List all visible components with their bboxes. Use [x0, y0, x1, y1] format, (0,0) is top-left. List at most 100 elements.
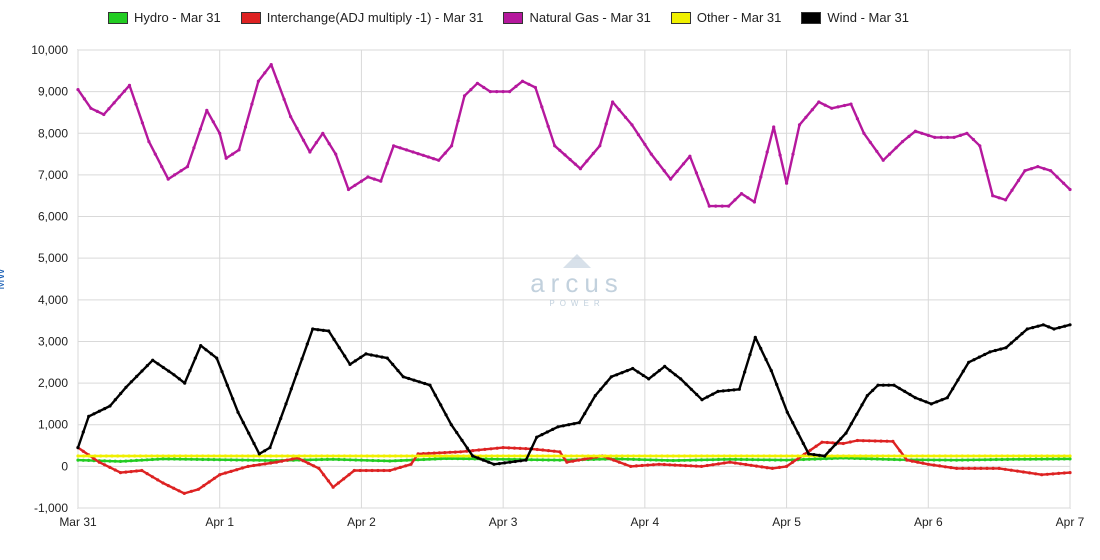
y-tick-label: 8,000 [38, 126, 68, 140]
series-point-3 [688, 454, 692, 458]
series-point-0 [597, 457, 602, 461]
series-point-2 [112, 101, 116, 105]
series-point-3 [354, 454, 358, 458]
series-point-2 [482, 85, 486, 90]
series-point-1 [770, 466, 775, 470]
series-point-3 [722, 454, 726, 458]
series-point-1 [973, 466, 977, 470]
series-point-1 [583, 457, 587, 461]
series-point-3 [960, 454, 964, 458]
legend-item-other[interactable]: Other - Mar 31 [670, 10, 781, 25]
legend-item-wind[interactable]: Wind - Mar 31 [801, 10, 909, 25]
series-point-1 [885, 439, 889, 443]
series-point-2 [573, 162, 577, 166]
series-point-2 [875, 149, 879, 153]
legend-item-hydro[interactable]: Hydro - Mar 31 [108, 10, 221, 25]
series-point-1 [172, 486, 176, 490]
series-point-0 [365, 458, 369, 462]
series-point-0 [529, 458, 534, 462]
series-point-1 [285, 458, 289, 462]
x-tick-label: Apr 6 [914, 515, 943, 529]
series-point-0 [1034, 457, 1038, 461]
series-point-2 [411, 150, 415, 154]
series-point-0 [932, 458, 936, 462]
series-point-1 [617, 460, 621, 464]
series-point-3 [938, 454, 942, 458]
series-point-0 [145, 458, 149, 462]
series-point-3 [291, 454, 295, 458]
series-point-0 [81, 458, 85, 462]
series-point-2 [733, 198, 737, 202]
series-point-0 [955, 458, 959, 462]
series-point-3 [189, 454, 193, 458]
legend-item-interchange[interactable]: Interchange(ADJ multiply -1) - Mar 31 [240, 10, 483, 25]
series-point-0 [495, 457, 500, 461]
series-point-4 [1047, 325, 1051, 329]
series-point-2 [475, 81, 479, 85]
series-point-1 [453, 450, 457, 454]
series-point-3 [756, 454, 760, 458]
series-point-4 [764, 357, 768, 362]
legend-item-natural-gas[interactable]: Natural Gas - Mar 31 [503, 10, 651, 25]
watermark-sub-text: POWER [549, 299, 604, 308]
series-point-1 [507, 446, 511, 450]
legend-swatch-wind [801, 11, 822, 24]
series-point-0 [887, 457, 891, 461]
series-point-1 [409, 462, 413, 466]
series-point-4 [737, 387, 741, 391]
series-point-4 [268, 446, 272, 450]
series-point-0 [688, 458, 692, 462]
series-point-0 [376, 459, 380, 463]
series-point-0 [892, 457, 896, 462]
series-point-3 [847, 454, 851, 458]
series-point-3 [660, 454, 664, 458]
series-point-1 [347, 473, 351, 477]
series-point-4 [1052, 327, 1056, 331]
series-point-4 [135, 374, 139, 378]
series-point-0 [314, 458, 318, 462]
series-point-4 [407, 376, 411, 381]
series-point-1 [535, 447, 539, 452]
y-tick-label: 10,000 [31, 43, 68, 57]
series-point-1 [1021, 470, 1025, 474]
series-point-1 [207, 480, 211, 484]
series-point-3 [977, 454, 981, 458]
series-point-4 [583, 412, 587, 416]
series-point-0 [864, 457, 868, 461]
series-point-4 [572, 422, 576, 426]
series-point-1 [358, 468, 362, 473]
series-point-2 [611, 100, 615, 104]
x-tick-label: Apr 7 [1056, 515, 1085, 529]
y-tick-label: 7,000 [38, 168, 68, 182]
series-point-1 [699, 464, 704, 468]
series-point-3 [467, 454, 471, 458]
series-point-3 [541, 454, 545, 458]
series-point-4 [412, 378, 416, 382]
series-point-3 [677, 454, 681, 458]
series-point-2 [314, 141, 318, 145]
series-point-1 [1003, 467, 1007, 471]
series-point-1 [541, 448, 545, 452]
series-point-4 [1025, 327, 1029, 331]
series-point-0 [320, 457, 324, 462]
series-point-2 [508, 90, 512, 94]
series-point-3 [529, 454, 534, 458]
series-point-2 [681, 162, 686, 166]
series-point-2 [501, 90, 505, 94]
series-point-2 [558, 148, 562, 152]
series-point-2 [952, 135, 956, 139]
series-point-4 [353, 359, 357, 363]
series-point-4 [76, 446, 80, 450]
series-point-3 [456, 454, 460, 458]
series-point-4 [588, 403, 592, 407]
series-point-4 [263, 449, 267, 453]
series-point-0 [654, 458, 658, 462]
series-point-3 [597, 454, 602, 458]
series-point-4 [887, 383, 891, 387]
series-point-4 [972, 358, 976, 362]
series-point-0 [671, 458, 675, 463]
series-point-3 [405, 454, 409, 458]
series-point-4 [124, 385, 128, 389]
series-point-4 [444, 413, 448, 417]
series-point-1 [352, 468, 356, 473]
